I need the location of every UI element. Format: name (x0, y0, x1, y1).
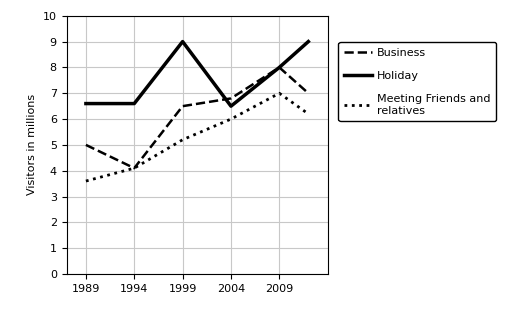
Business (83, 143, 89, 147)
Meeting Friends and
relatives (83, 179, 89, 183)
Business (276, 66, 283, 69)
Holiday (276, 66, 283, 69)
Holiday (305, 40, 311, 43)
Business (305, 91, 311, 95)
Y-axis label: Visitors in millions: Visitors in millions (27, 94, 37, 196)
Holiday (228, 104, 234, 108)
Holiday (131, 102, 137, 106)
Meeting Friends and
relatives (131, 166, 137, 170)
Line: Meeting Friends and
relatives: Meeting Friends and relatives (86, 93, 308, 181)
Holiday (83, 102, 89, 106)
Meeting Friends and
relatives (305, 112, 311, 116)
Business (180, 104, 186, 108)
Meeting Friends and
relatives (228, 117, 234, 121)
Legend: Business, Holiday, Meeting Friends and
relatives: Business, Holiday, Meeting Friends and r… (338, 42, 497, 121)
Meeting Friends and
relatives (276, 91, 283, 95)
Business (131, 166, 137, 170)
Line: Holiday: Holiday (86, 42, 308, 106)
Business (228, 96, 234, 100)
Line: Business: Business (86, 67, 308, 168)
Meeting Friends and
relatives (180, 138, 186, 142)
Holiday (180, 40, 186, 43)
